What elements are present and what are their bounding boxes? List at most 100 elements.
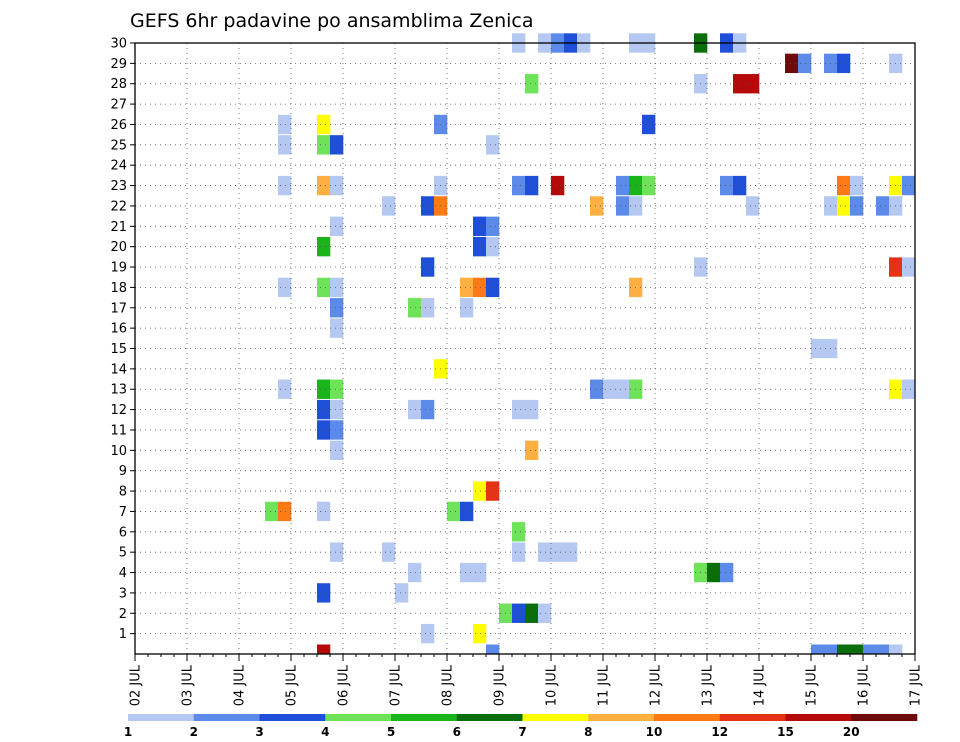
precip-cell [902,257,916,277]
precip-cell [382,542,396,562]
precip-cell [317,175,331,196]
y-tick-label: 14 [110,362,127,377]
precip-cell [525,440,539,461]
x-tick-label: 13 JUL [701,664,716,706]
precip-cell [395,583,409,603]
precip-cell [525,74,539,94]
precip-cell [798,53,812,74]
precip-cell [278,379,292,399]
x-axis: 02 JUL 03 JUL 04 JUL 05 JUL 06 JUL 07 JUL 08 J… [129,654,924,706]
y-tick-label: 4 [119,566,127,581]
colorbar-swatch [325,714,392,721]
precip-cell [746,74,760,94]
precip-cell [876,644,890,654]
precip-cell [746,196,760,216]
colorbar-label: 2 [190,725,198,739]
x-tick-label: 12 JUL [649,664,664,706]
colorbar-label: 6 [453,725,461,739]
y-tick-label: 8 [119,485,127,500]
precip-cell [408,562,422,583]
x-tick-label: 16 JUL [857,664,872,706]
precip-cell [330,318,344,338]
precip-cell [473,216,487,236]
precip-cell [421,298,435,318]
precip-cell [278,135,292,155]
precip-cell [460,277,474,298]
precip-cell [330,440,344,461]
colorbar: 1 2 3 4 5 6 7 8 10 12 15 20 [124,714,918,739]
precip-cell [642,175,656,196]
y-tick-label: 12 [110,403,127,418]
y-tick-label: 2 [119,607,127,622]
y-tick-label: 3 [119,586,127,601]
precip-cell [317,399,331,420]
y-tick-label: 9 [119,464,127,479]
precip-cell [785,53,799,74]
precip-cell [278,501,292,522]
precip-cell [317,135,331,155]
y-tick-label: 19 [110,261,127,276]
precip-cell [512,522,526,542]
x-tick-label: 02 JUL [129,664,144,706]
precip-cell [486,644,500,654]
y-axis: 1234567891011121314151617181920212223242… [110,37,135,642]
precip-cell [317,501,331,522]
y-tick-label: 7 [119,505,127,520]
colorbar-label: 1 [124,725,132,739]
precip-cell [317,583,331,603]
precip-cell [733,175,747,196]
precip-cell [382,196,396,216]
y-tick-label: 30 [110,37,127,52]
precip-cell [720,175,734,196]
precip-cell [525,399,539,420]
y-tick-label: 11 [110,423,127,438]
colorbar-swatch [391,714,458,721]
precip-cell [473,277,487,298]
precip-cell [512,175,526,196]
x-tick-label: 08 JUL [441,664,456,706]
colorbar-swatch [522,714,589,721]
x-tick-label: 06 JUL [337,664,352,706]
precip-cell [317,236,331,257]
precip-cell [330,542,344,562]
precip-cell [317,114,331,135]
precip-cell [460,501,474,522]
colorbar-label: 12 [711,725,728,739]
colorbar-swatch [785,714,852,721]
precip-cell [616,175,630,196]
precip-cell [265,501,279,522]
precip-cell [317,379,331,399]
precip-cell [278,175,292,196]
precip-cell [278,277,292,298]
precip-cell [317,420,331,440]
x-tick-label: 17 JUL [909,664,924,706]
colorbar-swatch [259,714,326,721]
y-tick-label: 25 [110,138,127,153]
precip-cell [486,236,500,257]
y-tick-label: 22 [110,199,127,214]
precip-cell [850,175,864,196]
precip-cell [330,135,344,155]
precip-cell [408,399,422,420]
precip-cell [330,216,344,236]
precip-cell [317,644,331,654]
precip-cell [837,644,851,654]
precip-cell [863,644,877,654]
colorbar-swatch [719,714,786,721]
precip-cell [473,623,487,644]
precip-cell [486,277,500,298]
precip-cell [421,399,435,420]
precip-cell [330,379,344,399]
precip-cell [616,379,630,399]
y-tick-label: 20 [110,240,127,255]
y-tick-label: 23 [110,179,127,194]
precip-cell [317,277,331,298]
precip-cell [512,399,526,420]
precip-cell [733,74,747,94]
precip-cells [265,33,916,654]
precip-cell [551,175,565,196]
colorbar-swatch [128,714,195,721]
y-tick-label: 10 [110,444,127,459]
chart-title: GEFS 6hr padavine po ansamblima Zenica [130,10,534,32]
